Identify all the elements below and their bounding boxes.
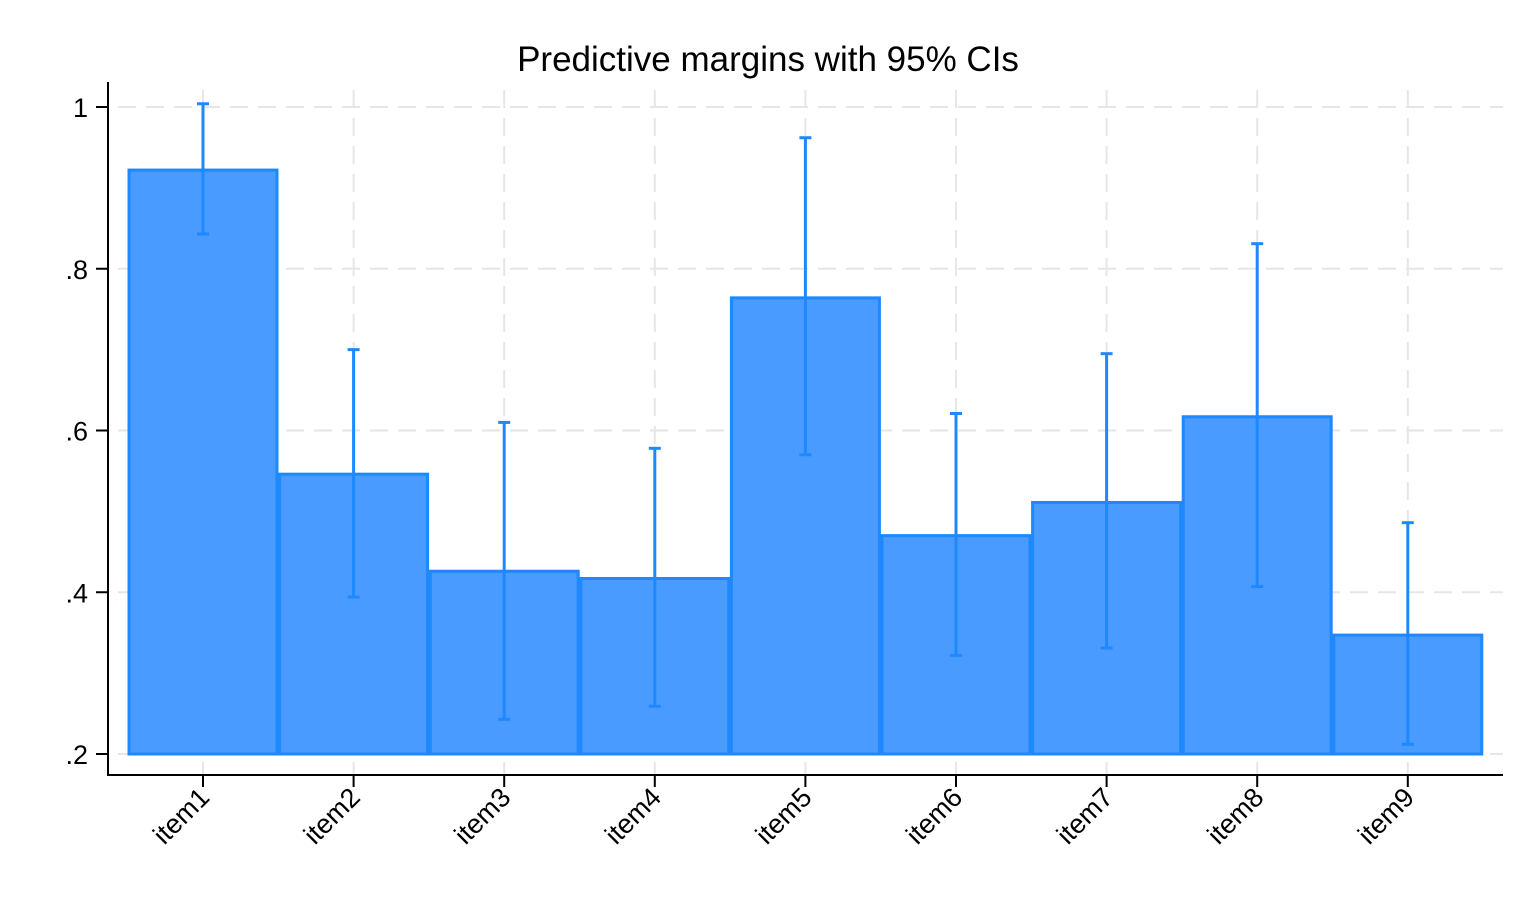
ci-item3: [498, 420, 511, 721]
ci-item4: [648, 446, 661, 708]
ci-item8: [1251, 242, 1264, 589]
bar-item1: [127, 168, 279, 756]
y-tick-label: .2: [65, 740, 88, 770]
y-tick-label: .4: [65, 578, 88, 608]
x-tick-label: item1: [147, 782, 215, 850]
x-tick-label: item5: [750, 782, 818, 850]
x-tick-label: item8: [1202, 782, 1270, 850]
ci-item6: [950, 412, 962, 657]
y-axis-ticks: .2 .4 .6 .8 1: [65, 93, 108, 770]
x-tick-label: item6: [900, 782, 968, 850]
chart-title: Predictive margins with 95% CIs: [517, 40, 1019, 79]
ci-item1: [197, 102, 209, 236]
confidence-intervals: [197, 102, 1414, 746]
x-axis-ticks: item1 item2 item3 item4 item5 item6 item7 item8…: [147, 775, 1420, 850]
ci-item5: [799, 136, 812, 457]
x-tick-label: item3: [449, 782, 517, 850]
bars: [127, 168, 1484, 756]
y-tick-label: .8: [65, 255, 88, 285]
x-tick-label: item7: [1051, 782, 1119, 850]
y-tick-label: 1: [73, 93, 88, 123]
x-tick-label: item2: [298, 782, 366, 850]
ci-item2: [347, 348, 360, 599]
ci-item7: [1100, 352, 1113, 650]
x-tick-label: item4: [599, 782, 667, 850]
x-tick-label: item9: [1352, 782, 1420, 850]
ci-item9: [1401, 521, 1414, 746]
y-tick-label: .6: [65, 417, 88, 447]
